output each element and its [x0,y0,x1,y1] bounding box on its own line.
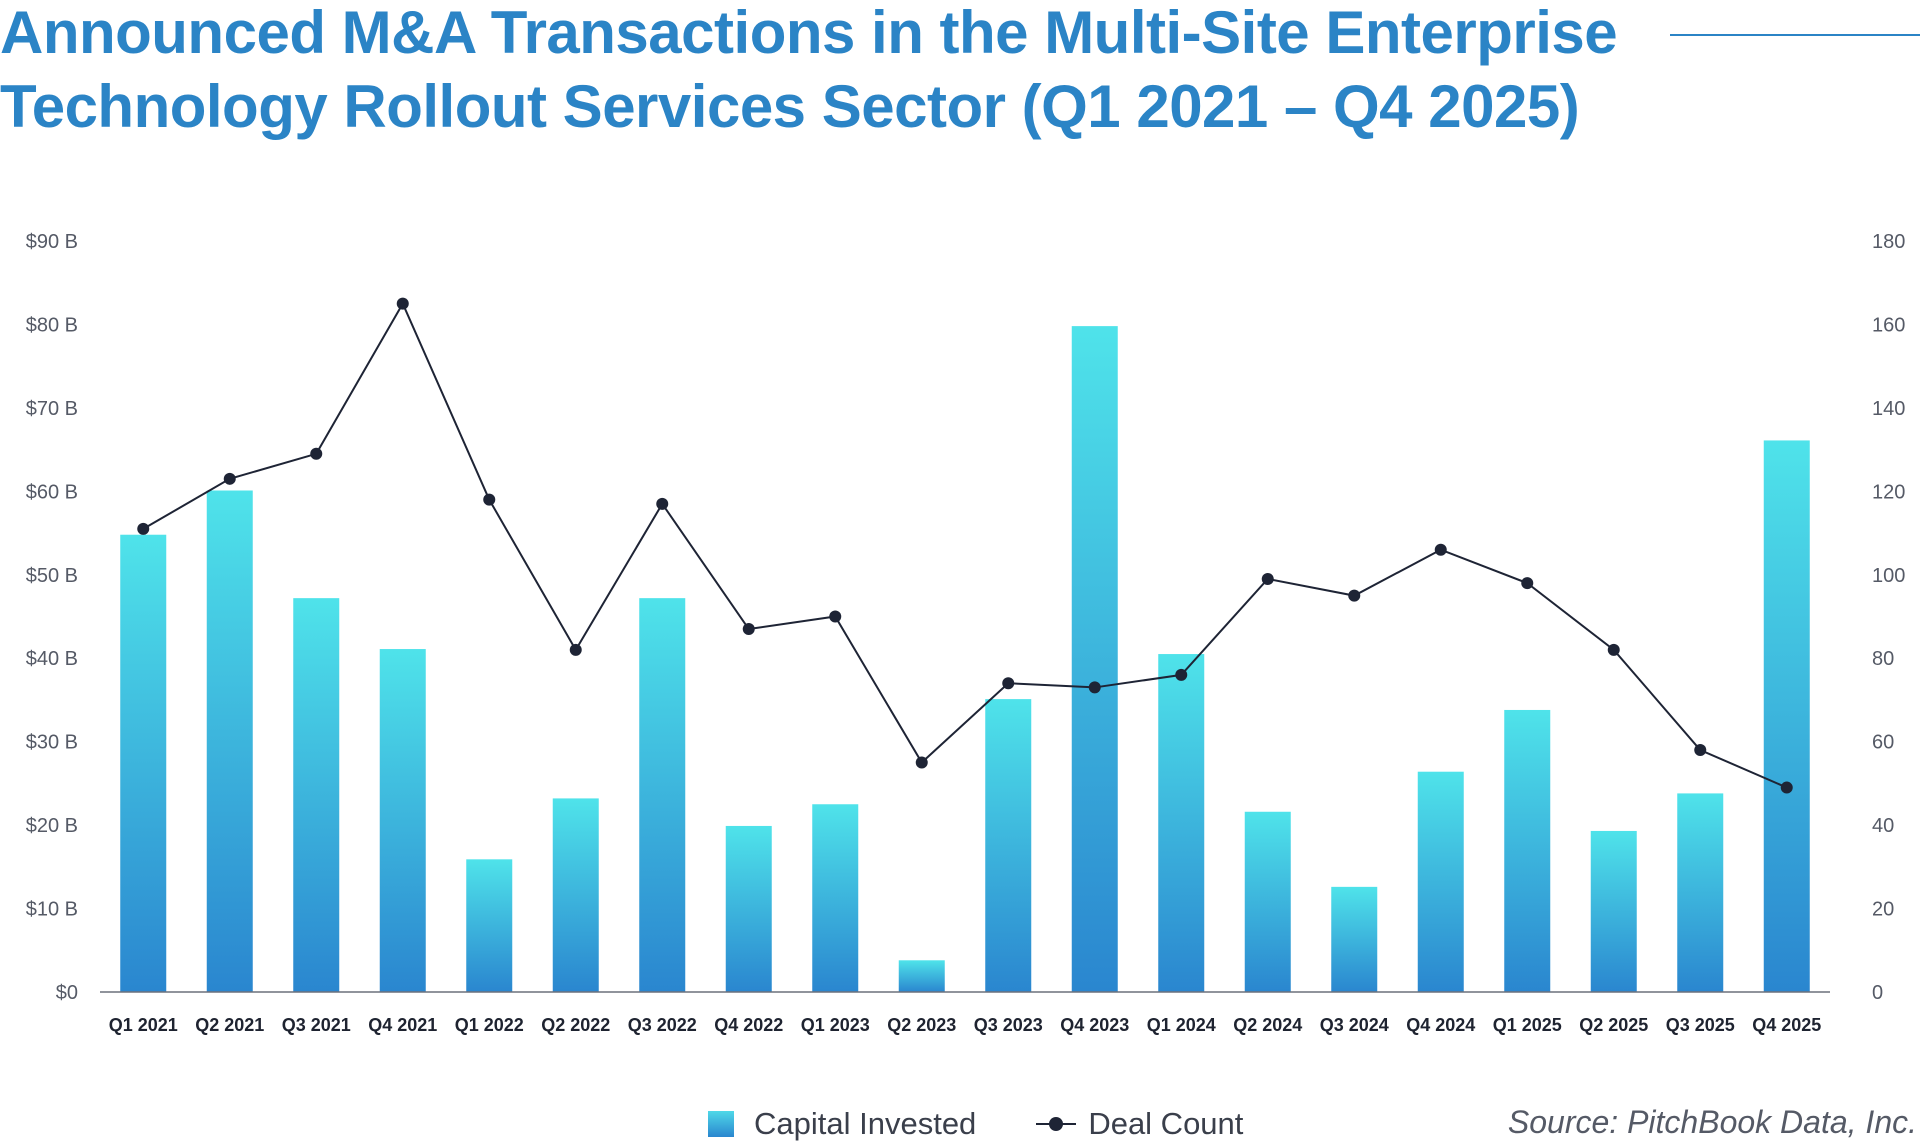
deal-count-point [829,610,842,623]
y-left-tick-label: $40 B [26,648,78,670]
y-right-tick-label: 60 [1872,732,1894,754]
y-left-tick-label: $90 B [26,231,78,253]
deal-count-point [915,756,928,769]
deal-count-point [569,643,582,656]
bar-capital-invested [985,699,1032,992]
deal-count-point [1434,543,1447,556]
y-left-tick-label: $70 B [26,398,78,420]
legend-deal-count-label: Deal Count [1088,1106,1244,1141]
y-right-tick-label: 0 [1872,982,1883,1004]
title-rule [1670,34,1920,36]
deal-count-point [1694,744,1707,757]
bar-capital-invested [379,649,426,992]
y-right-tick-label: 100 [1872,565,1905,587]
deal-count-point [137,522,150,535]
bar-capital-invested [1677,793,1724,992]
y-right-tick-label: 120 [1872,481,1905,503]
source-note: Source: PitchBook Data, Inc. [1507,1104,1917,1140]
bar-capital-invested [1244,811,1291,992]
bar-capital-invested [1071,326,1118,992]
bar-capital-invested [898,960,945,992]
x-tick-label: Q1 2022 [455,1015,524,1035]
deal-count-point [1175,668,1188,681]
bar-capital-invested [1331,886,1378,992]
y-left-tick-label: $80 B [26,314,78,336]
x-tick-label: Q3 2024 [1320,1015,1389,1035]
deal-count-point [1521,577,1534,590]
bar-capital-invested [1504,709,1551,992]
x-tick-label: Q3 2022 [628,1015,697,1035]
y-right-tick-label: 40 [1872,815,1894,837]
x-tick-label: Q4 2021 [368,1015,437,1035]
x-tick-label: Q3 2021 [282,1015,351,1035]
bar-capital-invested [639,598,686,992]
legend-capital-invested-label: Capital Invested [754,1106,977,1141]
y-right-tick-label: 180 [1872,231,1905,253]
bar-capital-invested [120,534,167,992]
deal-count-point [310,447,323,460]
x-tick-label: Q2 2024 [1233,1015,1302,1035]
bar-capital-invested [812,804,859,992]
legend: Capital Invested Deal Count [708,1106,1243,1142]
x-tick-label: Q3 2025 [1666,1015,1735,1035]
x-tick-label: Q4 2024 [1406,1015,1475,1035]
chart-title: Announced M&A Transactions in the Multi-… [0,0,1618,140]
legend-deal-count-marker [1036,1117,1077,1131]
x-tick-label: Q2 2023 [887,1015,956,1035]
deal-count-point [1348,589,1361,602]
y-left-tick-label: $20 B [26,815,78,837]
x-tick-label: Q1 2021 [109,1015,178,1035]
deal-count-point [1780,781,1793,794]
bar-capital-invested [206,490,253,992]
bar-capital-invested [466,859,513,992]
deal-count-point [1002,677,1015,690]
bar-capital-invested [725,825,772,992]
y-left-tick-label: $50 B [26,565,78,587]
deal-count-point [1261,572,1274,585]
x-tick-label: Q3 2023 [974,1015,1043,1035]
bar-capital-invested [1590,830,1637,992]
x-tick-label: Q2 2025 [1579,1015,1648,1035]
bar-capital-invested [1417,771,1464,992]
x-tick-label: Q1 2024 [1147,1015,1216,1035]
y-left-tick-label: $10 B [26,899,78,921]
bar-capital-invested [1763,440,1810,992]
deal-count-point [1607,643,1620,656]
deal-count-point [1088,681,1101,694]
deal-count-point [483,493,496,506]
legend-capital-invested-swatch [708,1111,734,1137]
y-right-tick-label: 140 [1872,398,1905,420]
x-tick-label: Q4 2022 [714,1015,783,1035]
y-left-tick-label: $0 [56,982,78,1004]
deal-count-point [656,497,669,510]
y-left-tick-label: $30 B [26,732,78,754]
x-tick-label: Q4 2025 [1752,1015,1821,1035]
x-tick-label: Q1 2023 [801,1015,870,1035]
y-right-tick-label: 20 [1872,899,1894,921]
bar-capital-invested [552,798,599,992]
y-right-tick-label: 160 [1872,314,1905,336]
y-left-tick-label: $60 B [26,481,78,503]
deal-count-line [142,301,1788,789]
y-right-tick-label: 80 [1872,648,1894,670]
x-tick-label: Q2 2021 [195,1015,264,1035]
x-tick-label: Q4 2023 [1060,1015,1129,1035]
deal-count-point [742,623,755,636]
deal-count-point [223,472,236,485]
x-tick-label: Q1 2025 [1493,1015,1562,1035]
x-tick-label: Q2 2022 [541,1015,610,1035]
bar-capital-invested [293,598,340,992]
deal-count-point [396,297,409,310]
bar-capital-invested [1158,654,1205,992]
